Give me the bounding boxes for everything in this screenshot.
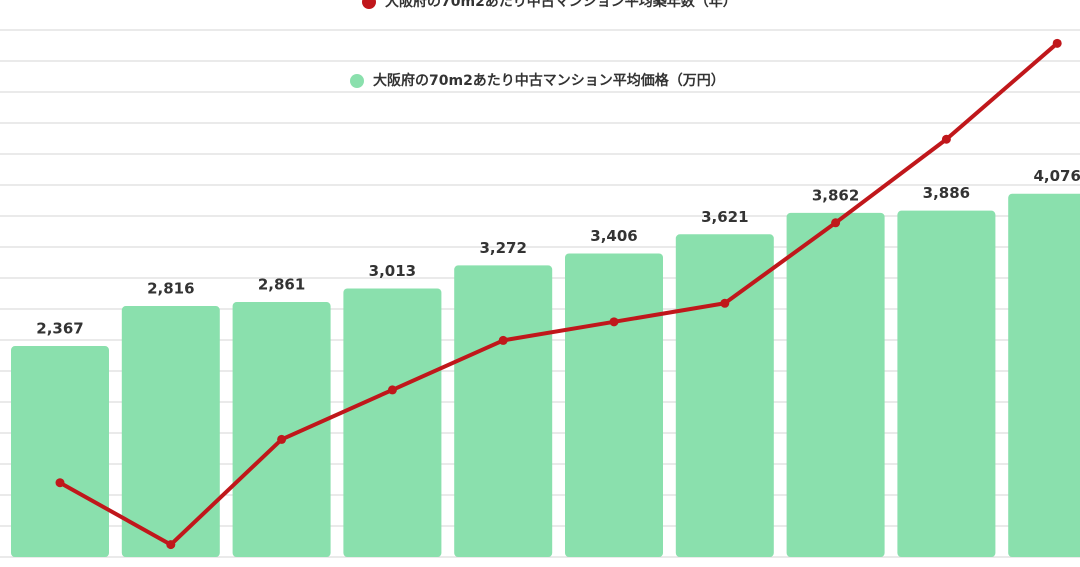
legend-label: 大阪府の70m2あたり中古マンション平均価格（万円） — [373, 72, 725, 89]
bar — [565, 253, 663, 557]
line-point — [609, 317, 619, 327]
value-label: 4,076 — [1033, 167, 1080, 185]
bar — [786, 212, 885, 558]
value-label: 3,013 — [369, 262, 416, 280]
value-label: 2,861 — [258, 276, 305, 294]
line — [59, 41, 1059, 547]
value-label: 3,272 — [479, 239, 526, 257]
line-point — [720, 298, 730, 308]
line-point — [166, 540, 176, 550]
bar — [675, 234, 774, 557]
value-label: 2,816 — [147, 280, 194, 298]
line-point — [1052, 38, 1062, 48]
bar — [897, 210, 996, 557]
line-point — [55, 478, 65, 488]
line-point — [387, 385, 397, 395]
bar — [11, 346, 109, 557]
bar — [1008, 193, 1080, 557]
value-label: 3,621 — [701, 208, 748, 226]
legend-marker — [362, 0, 376, 9]
value-label: 3,862 — [812, 186, 859, 204]
bar — [343, 288, 442, 557]
value-label: 3,886 — [923, 184, 970, 202]
bar — [454, 265, 553, 557]
line-point — [831, 218, 841, 228]
bar — [121, 306, 220, 557]
line-point — [941, 134, 951, 144]
legend-label: 大阪府の70m2あたり中古マンション平均築年数（年） — [385, 0, 737, 10]
line-point — [277, 434, 287, 444]
value-label: 2,367 — [36, 320, 83, 338]
value-label: 3,406 — [590, 227, 637, 245]
line-point — [498, 335, 508, 345]
legend-marker — [350, 74, 364, 88]
bar — [232, 302, 331, 557]
